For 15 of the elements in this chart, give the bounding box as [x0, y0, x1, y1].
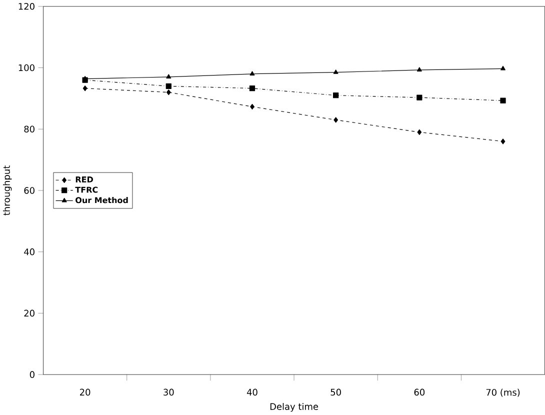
x-tick-label: 40 [246, 388, 258, 396]
x-axis-title: Delay time [270, 403, 318, 412]
y-tick-label: 80 [24, 126, 34, 133]
x-tick-label: 70 (ms) [486, 388, 520, 397]
y-tick-label: 120 [18, 3, 34, 10]
y-axis-title: throughput [3, 166, 12, 216]
y-tick-label: 40 [24, 248, 34, 256]
y-tick-label: 20 [24, 310, 34, 317]
x-tick-label: 50 [330, 388, 341, 396]
y-tick-label: 60 [24, 187, 34, 194]
x-tick-label: 60 [414, 388, 425, 396]
x-tick-label: 20 [80, 388, 90, 396]
y-tick-label: 0 [30, 371, 34, 378]
y-tick-label: 100 [18, 64, 34, 72]
x-tick-label: 30 [164, 388, 174, 396]
